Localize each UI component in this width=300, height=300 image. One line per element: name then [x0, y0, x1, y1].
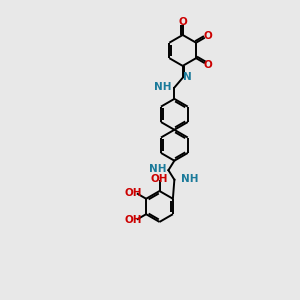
- Text: OH: OH: [125, 215, 142, 225]
- Text: OH: OH: [125, 188, 142, 197]
- Text: NH: NH: [181, 173, 198, 184]
- Text: N: N: [183, 72, 192, 82]
- Text: NH: NH: [154, 82, 172, 92]
- Text: O: O: [203, 31, 212, 41]
- Text: NH: NH: [149, 164, 167, 174]
- Text: O: O: [178, 17, 187, 27]
- Text: OH: OH: [151, 173, 168, 184]
- Text: O: O: [203, 60, 212, 70]
